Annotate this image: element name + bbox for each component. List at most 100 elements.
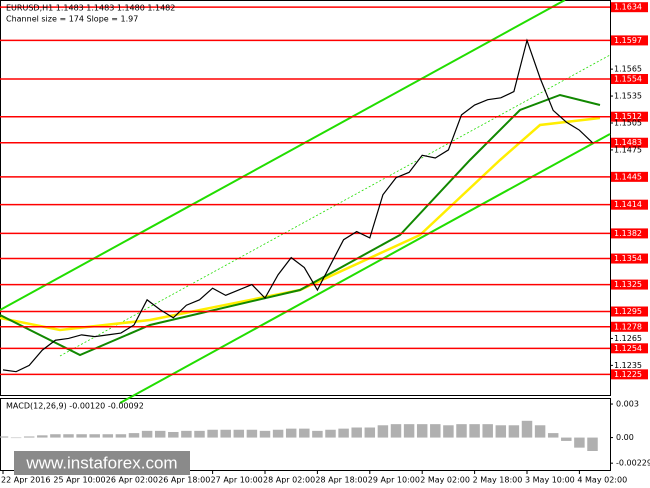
- main-frame: [0, 0, 611, 396]
- level-label-box: [611, 74, 648, 84]
- macd-bar: [0, 436, 9, 438]
- y-tick-label: 1.1475: [614, 145, 642, 154]
- macd-bar: [299, 428, 310, 438]
- level-label: 1.1597: [614, 36, 642, 45]
- macd-bar: [76, 434, 87, 438]
- x-tick-label: 2 May 18:00: [473, 476, 523, 485]
- level-label-box: [611, 137, 648, 148]
- chart-header: EURUSD,H1 1.1483 1.1483 1.1480 1.1482: [6, 4, 175, 13]
- macd-bar: [168, 431, 179, 438]
- y-tick-label: 0.003: [616, 400, 639, 409]
- level-label-box: [611, 321, 648, 332]
- macd-bar: [403, 424, 415, 438]
- y-tick-label: -0.00229: [616, 459, 650, 468]
- ma-slow: [0, 116, 601, 332]
- macd-bar: [285, 428, 297, 438]
- macd-bar: [534, 425, 546, 438]
- macd-bar: [390, 424, 402, 438]
- x-tick-label: 26 Apr 18:00: [158, 476, 210, 485]
- macd-bar: [416, 424, 428, 438]
- x-tick-label: 28 Apr 18:00: [315, 476, 367, 485]
- macd-bar: [63, 434, 74, 438]
- macd-bar: [89, 434, 100, 438]
- level-label: 1.1354: [614, 254, 642, 263]
- macd-bar: [574, 437, 585, 448]
- level-label-box: [611, 35, 648, 46]
- macd-bar: [469, 424, 480, 438]
- y-tick-label: 1.1505: [614, 118, 642, 127]
- level-label: 1.1382: [614, 229, 642, 238]
- y-tick-label: 1.1565: [614, 65, 642, 74]
- ma-fast: [0, 93, 601, 357]
- macd-bar: [220, 429, 231, 438]
- macd-bar: [10, 437, 22, 439]
- level-label-box: [611, 253, 648, 264]
- x-tick-label: 27 Apr 10:00: [211, 476, 263, 485]
- level-label: 1.1295: [614, 307, 642, 316]
- macd-bar: [50, 434, 61, 438]
- y-tick-label: 1.1535: [614, 92, 642, 101]
- level-label-box: [611, 2, 648, 13]
- macd-bar: [312, 430, 323, 438]
- x-tick-label: 3 May 10:00: [525, 476, 575, 485]
- y-tick-label: 1.1235: [614, 361, 642, 370]
- level-label: 1.1483: [614, 138, 642, 147]
- macd-bar: [508, 425, 520, 438]
- macd-bar: [246, 429, 258, 438]
- macd-bar: [495, 425, 507, 438]
- watermark: www.instaforex.com: [25, 453, 177, 472]
- macd-bar: [547, 433, 559, 438]
- macd-bar: [233, 429, 245, 438]
- x-tick-label: 2 May 02:00: [420, 476, 470, 485]
- y-tick-label: 0.00: [616, 433, 634, 442]
- macd-bar: [351, 427, 362, 438]
- macd-bar: [102, 434, 114, 438]
- level-label: 1.1445: [614, 172, 642, 181]
- macd-bar: [364, 427, 376, 438]
- macd-bar: [521, 420, 533, 438]
- level-label-box: [611, 369, 648, 380]
- macd-bar: [23, 436, 35, 438]
- level-label: 1.1225: [614, 370, 642, 379]
- level-label: 1.1554: [614, 75, 642, 84]
- level-label-box: [611, 343, 648, 354]
- watermark-box: [14, 451, 190, 475]
- macd-bar: [443, 425, 454, 438]
- channel-lower: [119, 133, 611, 404]
- macd-bar: [272, 429, 284, 438]
- level-label: 1.1414: [614, 200, 642, 209]
- macd-bar: [181, 430, 192, 438]
- indicators: [0, 0, 611, 404]
- level-label: 1.1254: [614, 344, 642, 353]
- macd-title: MACD(12,26,9) -0.00120 -0.00092: [6, 402, 144, 411]
- macd-bar: [456, 424, 467, 438]
- macd-bar: [141, 430, 153, 438]
- x-tick-label: 29 Apr 10:00: [368, 476, 420, 485]
- level-label-box: [611, 199, 648, 210]
- macd-bar: [194, 430, 205, 438]
- level-label: 1.1325: [614, 280, 642, 289]
- macd-bar: [325, 429, 336, 438]
- y-tick-label: 1.1265: [614, 334, 642, 343]
- x-tick-label: 28 Apr 02:00: [263, 476, 315, 485]
- macd-bar: [587, 437, 598, 451]
- x-tick-label: 26 Apr 02:00: [106, 476, 158, 485]
- level-label: 1.1278: [614, 322, 642, 331]
- level-label: 1.1512: [614, 112, 642, 121]
- channel-middle: [59, 54, 611, 357]
- macd-bar: [115, 434, 127, 438]
- macd-bar: [482, 424, 493, 438]
- macd-bar: [37, 435, 48, 438]
- macd-bar: [377, 425, 389, 438]
- macd-bar: [154, 430, 166, 438]
- macd-bar: [207, 429, 218, 438]
- macd-bar: [128, 433, 140, 438]
- level-label-box: [611, 171, 648, 182]
- level-label: 1.1634: [614, 3, 642, 12]
- x-tick-label: 25 Apr 10:00: [53, 476, 105, 485]
- level-label-box: [611, 279, 648, 290]
- level-label-box: [611, 228, 648, 239]
- level-label-box: [611, 306, 648, 317]
